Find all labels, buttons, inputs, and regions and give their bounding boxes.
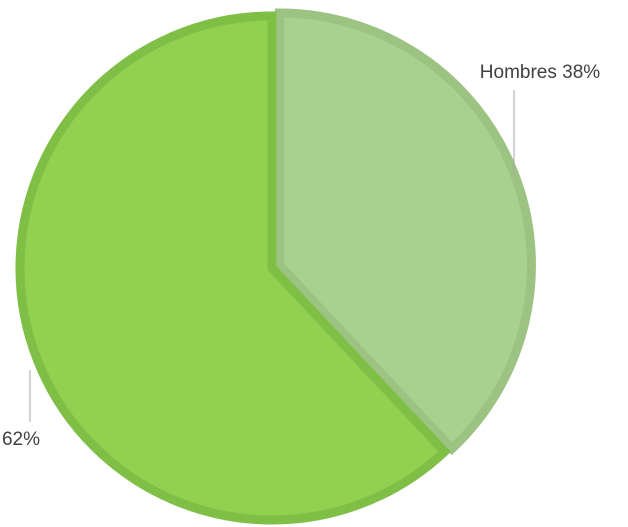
value-label: 38% (562, 62, 600, 83)
data-label: Hombres 38% (480, 62, 600, 83)
category-label: Hombres (480, 62, 557, 83)
data-label: 62% (2, 429, 40, 450)
value-label: 62% (2, 429, 40, 450)
pie-slice (15, 11, 451, 525)
